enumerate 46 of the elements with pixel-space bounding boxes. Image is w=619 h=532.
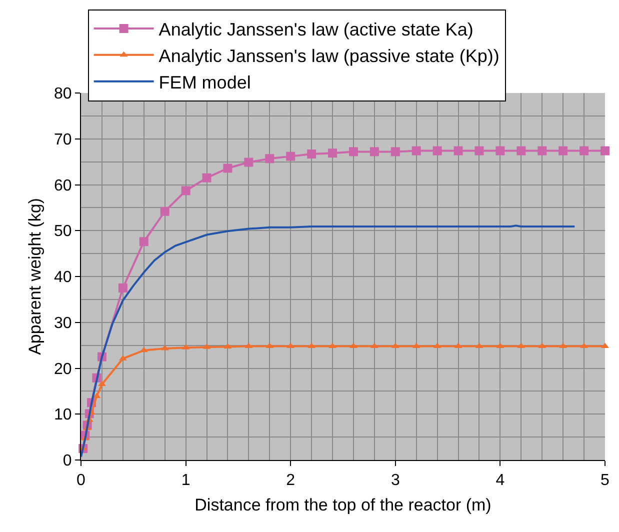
x-tick-label: 1 [181, 472, 190, 490]
point [265, 154, 274, 164]
point [538, 146, 547, 156]
point [202, 173, 212, 182]
x-axis-title: Distance from the top of the reactor (m) [194, 496, 492, 515]
point [307, 150, 316, 159]
point [348, 147, 358, 156]
y-tick-label: 70 [54, 131, 72, 148]
legend-label: Analytic Janssen's law (passive state (Kp)) [158, 46, 500, 66]
y-axis-title: Apparent weight (kg) [26, 198, 45, 355]
x-tick-label: 5 [600, 472, 610, 490]
line-series [81, 224, 576, 458]
point [558, 146, 568, 156]
y-tick-label: 50 [54, 223, 72, 240]
x-tick-label: 3 [390, 472, 400, 490]
y-tick-label: 10 [54, 406, 72, 424]
point [454, 146, 463, 156]
point [496, 146, 505, 156]
y-tick-label: 80 [54, 86, 72, 103]
x-tick-label: 2 [286, 472, 296, 490]
x-tick-label: 0 [76, 472, 86, 490]
point [244, 158, 254, 167]
point [600, 146, 610, 156]
y-tick-label: 60 [54, 177, 72, 194]
y-tick-label: 40 [54, 269, 72, 286]
point [432, 146, 442, 156]
point [98, 380, 106, 386]
y-tick-label: 0 [62, 452, 72, 470]
legend-label: FEM model [158, 72, 251, 92]
point [474, 146, 484, 156]
point [390, 147, 400, 156]
y-tick-label: 20 [54, 360, 72, 378]
point [412, 146, 421, 156]
y-tick-label: 30 [54, 314, 72, 332]
point [370, 147, 379, 156]
point [516, 146, 526, 156]
point [139, 237, 148, 246]
point [160, 206, 170, 216]
point [181, 186, 190, 196]
x-tick-label: 4 [496, 472, 505, 490]
legend-label: Analytic Janssen's law (active state Ka) [158, 20, 474, 40]
point [580, 146, 589, 156]
point [286, 152, 296, 161]
point [223, 164, 232, 173]
point [118, 283, 128, 292]
point [328, 148, 338, 158]
